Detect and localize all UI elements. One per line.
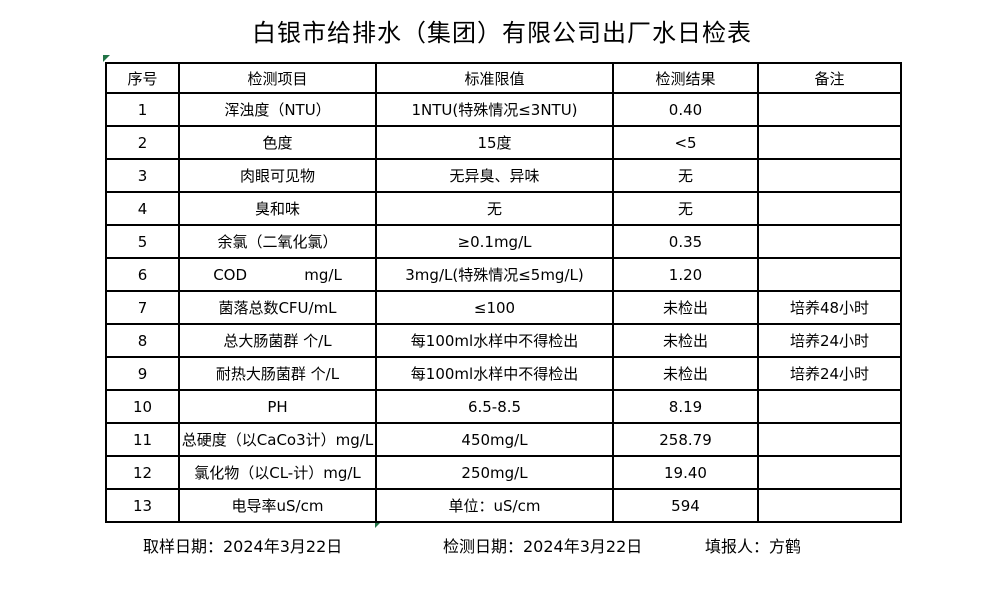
table-row: 12 氯化物（以CL-计）mg/L 250mg/L 19.40 — [105, 455, 902, 490]
cell-no: 4 — [105, 191, 180, 226]
cell-item: PH — [178, 389, 377, 424]
cell-standard: 3mg/L(特殊情况≤5mg/L) — [375, 257, 614, 292]
cell-result: 无 — [612, 158, 759, 193]
cell-standard: 单位：uS/cm — [375, 488, 614, 523]
cell-result: 未检出 — [612, 290, 759, 325]
cell-remark — [757, 389, 902, 424]
cell-item: 臭和味 — [178, 191, 377, 226]
cell-result: 1.20 — [612, 257, 759, 292]
cell-result: 0.35 — [612, 224, 759, 259]
header-no: 序号 — [105, 62, 180, 94]
cell-no: 10 — [105, 389, 180, 424]
table-row: 6 COD mg/L 3mg/L(特殊情况≤5mg/L) 1.20 — [105, 257, 902, 292]
cell-result: 0.40 — [612, 92, 759, 127]
cell-result: 未检出 — [612, 356, 759, 391]
cell-no: 3 — [105, 158, 180, 193]
excel-corner-marker-icon — [103, 55, 110, 62]
cell-remark — [757, 488, 902, 523]
cell-standard: 6.5-8.5 — [375, 389, 614, 424]
header-item: 检测项目 — [178, 62, 377, 94]
cell-result: 无 — [612, 191, 759, 226]
cell-result: 19.40 — [612, 455, 759, 490]
cell-item: 浑浊度（NTU） — [178, 92, 377, 127]
cell-item: 色度 — [178, 125, 377, 160]
cell-standard: 450mg/L — [375, 422, 614, 457]
cell-no: 1 — [105, 92, 180, 127]
table-row: 2 色度 15度 <5 — [105, 125, 902, 160]
cell-no: 8 — [105, 323, 180, 358]
test-date-label: 检测日期：2024年3月22日 — [443, 537, 643, 556]
cell-standard: 15度 — [375, 125, 614, 160]
cell-result: 8.19 — [612, 389, 759, 424]
table-row: 10 PH 6.5-8.5 8.19 — [105, 389, 902, 424]
sample-date-label: 取样日期：2024年3月22日 — [143, 537, 343, 556]
cell-remark — [757, 455, 902, 490]
cell-remark: 培养24小时 — [757, 323, 902, 358]
cell-standard: ≥0.1mg/L — [375, 224, 614, 259]
cell-remark — [757, 224, 902, 259]
cell-item: 总硬度（以CaCo3计）mg/L — [178, 422, 377, 457]
table-row: 1 浑浊度（NTU） 1NTU(特殊情况≤3NTU) 0.40 — [105, 92, 902, 127]
cell-remark: 培养48小时 — [757, 290, 902, 325]
table-row: 4 臭和味 无 无 — [105, 191, 902, 226]
table-row: 8 总大肠菌群 个/L 每100ml水样中不得检出 未检出 培养24小时 — [105, 323, 902, 358]
reporter-label: 填报人：方鹤 — [705, 537, 802, 556]
header-remark: 备注 — [757, 62, 902, 94]
cell-no: 13 — [105, 488, 180, 523]
cell-remark — [757, 125, 902, 160]
cell-item: 菌落总数CFU/mL — [178, 290, 377, 325]
cell-no: 12 — [105, 455, 180, 490]
cell-result: 594 — [612, 488, 759, 523]
cell-remark — [757, 92, 902, 127]
cell-remark — [757, 422, 902, 457]
cell-remark: 培养24小时 — [757, 356, 902, 391]
inspection-table: 序号 检测项目 标准限值 检测结果 备注 1 浑浊度（NTU） 1NTU(特殊情… — [105, 62, 902, 523]
excel-bottom-marker-icon — [375, 521, 382, 528]
cell-no: 7 — [105, 290, 180, 325]
cell-remark — [757, 191, 902, 226]
cell-standard: 1NTU(特殊情况≤3NTU) — [375, 92, 614, 127]
cell-result: <5 — [612, 125, 759, 160]
cell-remark — [757, 257, 902, 292]
table-row: 5 余氯（二氧化氯） ≥0.1mg/L 0.35 — [105, 224, 902, 259]
page-title: 白银市给排水（集团）有限公司出厂水日检表 — [252, 19, 752, 47]
cell-no: 2 — [105, 125, 180, 160]
cell-standard: 250mg/L — [375, 455, 614, 490]
cell-standard: ≤100 — [375, 290, 614, 325]
cell-result: 未检出 — [612, 323, 759, 358]
cell-standard: 每100ml水样中不得检出 — [375, 356, 614, 391]
cell-remark — [757, 158, 902, 193]
cell-item: 电导率uS/cm — [178, 488, 377, 523]
cell-result: 258.79 — [612, 422, 759, 457]
table-row: 9 耐热大肠菌群 个/L 每100ml水样中不得检出 未检出 培养24小时 — [105, 356, 902, 391]
cell-standard: 每100ml水样中不得检出 — [375, 323, 614, 358]
cell-item: 氯化物（以CL-计）mg/L — [178, 455, 377, 490]
cell-item: 总大肠菌群 个/L — [178, 323, 377, 358]
cell-item: 耐热大肠菌群 个/L — [178, 356, 377, 391]
cell-standard: 无异臭、异味 — [375, 158, 614, 193]
cell-no: 5 — [105, 224, 180, 259]
table-header-row: 序号 检测项目 标准限值 检测结果 备注 — [105, 62, 902, 94]
table-row: 3 肉眼可见物 无异臭、异味 无 — [105, 158, 902, 193]
cell-item: 肉眼可见物 — [178, 158, 377, 193]
cell-no: 9 — [105, 356, 180, 391]
header-result: 检测结果 — [612, 62, 759, 94]
cell-no: 6 — [105, 257, 180, 292]
cell-item: 余氯（二氧化氯） — [178, 224, 377, 259]
table-row: 13 电导率uS/cm 单位：uS/cm 594 — [105, 488, 902, 523]
table-row: 7 菌落总数CFU/mL ≤100 未检出 培养48小时 — [105, 290, 902, 325]
cell-standard: 无 — [375, 191, 614, 226]
cell-item: COD mg/L — [178, 257, 377, 292]
table-row: 11 总硬度（以CaCo3计）mg/L 450mg/L 258.79 — [105, 422, 902, 457]
cell-no: 11 — [105, 422, 180, 457]
header-standard: 标准限值 — [375, 62, 614, 94]
